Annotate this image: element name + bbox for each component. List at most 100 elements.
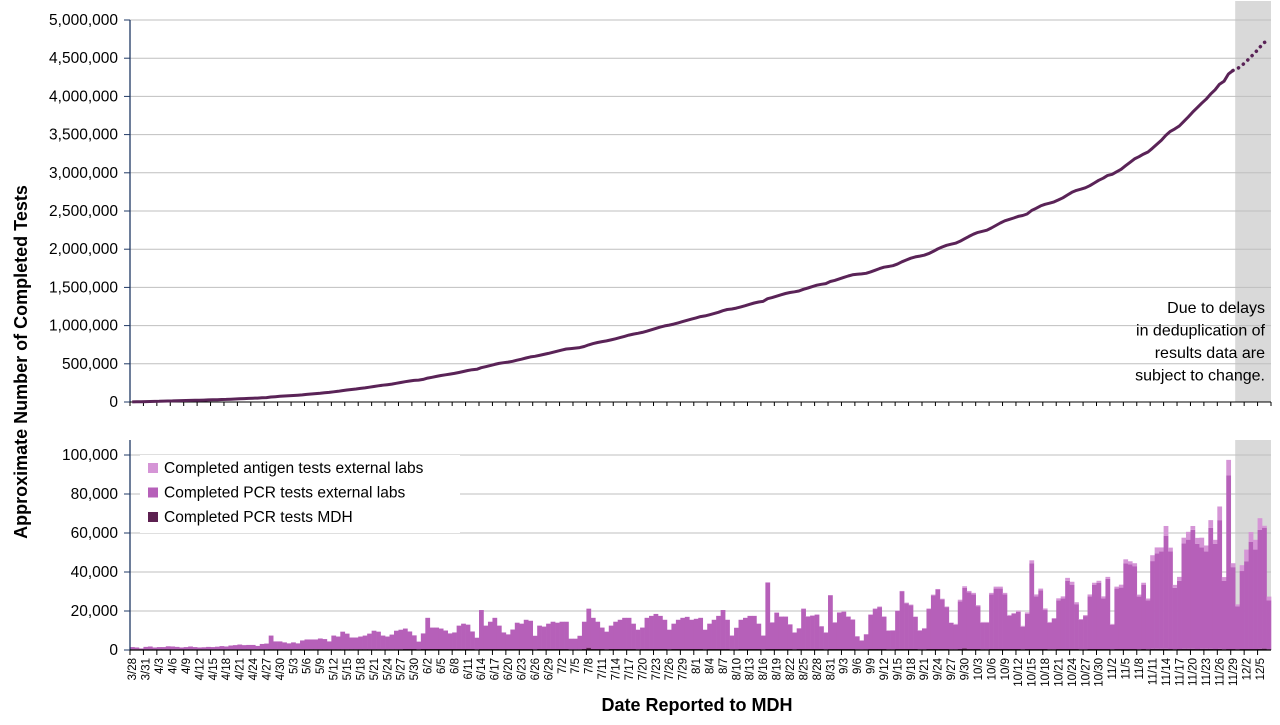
bar-completed-antigen-tests-external-labs [922,628,927,629]
x-tick-label: 10/12 [1013,658,1025,687]
y-tick-label: 1,500,000 [49,279,118,296]
bar-completed-pcr-tests-external-labs [130,647,135,649]
x-tick-label: 11/8 [1134,658,1146,680]
bar-completed-pcr-tests-external-labs [707,624,712,649]
bar-completed-antigen-tests-external-labs [953,624,958,625]
bar-completed-antigen-tests-external-labs [801,608,806,609]
bar-completed-pcr-tests-external-labs [739,620,744,649]
bar-completed-pcr-tests-external-labs [613,622,618,649]
bar-completed-pcr-tests-external-labs [202,647,207,649]
bar-completed-pcr-tests-external-labs [1164,536,1169,649]
bar-completed-antigen-tests-external-labs [1222,577,1227,581]
bar-completed-antigen-tests-external-labs [1177,577,1182,581]
bar-completed-pcr-tests-external-labs [994,589,999,649]
bar-completed-pcr-tests-external-labs [882,617,887,649]
bar-completed-antigen-tests-external-labs [1182,538,1187,544]
bar-completed-pcr-tests-external-labs [1025,614,1030,649]
y-tick-label: 500,000 [62,356,118,373]
bar-completed-antigen-tests-external-labs [868,614,873,615]
bar-completed-antigen-tests-external-labs [904,603,909,604]
bar-completed-pcr-tests-external-labs [1253,550,1258,649]
bar-completed-antigen-tests-external-labs [926,608,931,609]
x-tick-label: 6/8 [449,658,461,674]
bar-completed-pcr-tests-external-labs [752,616,757,649]
bar-completed-antigen-tests-external-labs [1114,587,1119,589]
bar-completed-pcr-tests-external-labs [918,631,923,650]
cumulative-tests-line-chart: 0500,0001,000,0001,500,0002,000,0002,500… [49,1,1271,411]
bar-completed-antigen-tests-external-labs [935,589,940,590]
bar-completed-antigen-tests-external-labs [1213,540,1218,544]
x-tick-label: 7/20 [637,658,649,680]
bar-completed-pcr-tests-external-labs [1074,604,1079,649]
x-tick-label: 9/12 [879,658,891,680]
bar-completed-pcr-tests-external-labs [228,646,233,650]
x-tick-label: 9/3 [839,658,851,674]
x-tick-label: 7/17 [624,658,636,680]
x-tick-label: 4/9 [181,658,193,674]
bar-completed-pcr-tests-external-labs [1128,564,1133,649]
x-tick-label: 9/6 [852,658,864,674]
bar-completed-antigen-tests-external-labs [1088,594,1093,596]
x-tick-label: 10/30 [1094,658,1106,687]
bar-completed-antigen-tests-external-labs [1267,597,1272,601]
x-tick-label: 10/27 [1080,658,1092,687]
bar-completed-antigen-tests-external-labs [1011,613,1016,614]
x-tick-label: 8/1 [691,658,703,674]
bar-completed-antigen-tests-external-labs [837,612,842,613]
bar-completed-pcr-tests-external-labs [730,636,735,650]
bar-completed-pcr-tests-external-labs [1070,585,1075,649]
bar-completed-antigen-tests-external-labs [1208,520,1213,528]
bar-completed-pcr-tests-external-labs [264,644,269,650]
bar-completed-pcr-tests-external-labs [1141,585,1146,649]
bar-completed-pcr-tests-external-labs [278,641,283,649]
x-tick-label: 4/18 [221,658,233,680]
bar-completed-pcr-tests-external-labs [1226,475,1231,649]
bar-completed-antigen-tests-external-labs [1150,555,1155,561]
bar-completed-pcr-tests-external-labs [152,647,157,649]
x-tick-label: 5/9 [315,658,327,674]
bar-completed-antigen-tests-external-labs [1132,563,1137,566]
bar-completed-pcr-tests-external-labs [895,611,900,649]
bar-completed-pcr-tests-external-labs [846,617,851,649]
bar-completed-pcr-tests-external-labs [457,626,462,649]
bar-completed-pcr-tests-external-labs [815,615,820,649]
bar-completed-pcr-tests-external-labs [1038,591,1043,650]
bar-completed-pcr-tests-external-labs [242,645,247,649]
bar-completed-antigen-tests-external-labs [1128,561,1133,564]
x-tick-label: 4/27 [261,658,273,680]
x-tick-label: 7/26 [664,658,676,680]
bar-completed-pcr-tests-external-labs [600,628,605,649]
bar-completed-antigen-tests-external-labs [1056,598,1061,600]
bar-completed-pcr-tests-external-labs [1240,571,1245,649]
bar-completed-antigen-tests-external-labs [994,587,999,589]
bar-completed-pcr-tests-external-labs [649,616,654,649]
bar-completed-pcr-tests-external-labs [618,620,623,649]
bar-completed-pcr-tests-external-labs [1101,598,1106,649]
bar-completed-pcr-tests-external-labs [1190,530,1195,649]
x-tick-label: 5/24 [382,657,394,680]
bar-completed-pcr-tests-external-labs [367,634,372,650]
bar-completed-pcr-tests-external-labs [1186,540,1191,649]
bar-completed-pcr-tests-external-labs [483,626,488,649]
bar-completed-pcr-tests-external-labs [1092,585,1097,649]
x-tick-label: 8/22 [785,658,797,680]
bar-completed-antigen-tests-external-labs [1244,550,1249,562]
x-tick-label: 10/18 [1040,658,1052,687]
bar-completed-pcr-tests-external-labs [475,638,480,650]
bar-completed-pcr-tests-external-labs [1047,623,1052,649]
bar-completed-pcr-tests-external-labs [345,634,350,650]
bar-completed-pcr-tests-external-labs [609,626,614,649]
bar-completed-antigen-tests-external-labs [1190,526,1195,530]
bar-completed-pcr-tests-external-labs [734,628,739,649]
x-tick-label: 8/7 [718,658,730,674]
bar-completed-antigen-tests-external-labs [873,608,878,609]
bar-completed-pcr-tests-external-labs [246,645,251,649]
bar-completed-pcr-tests-external-labs [237,645,242,650]
bar-completed-pcr-tests-external-labs [398,630,403,650]
bar-completed-pcr-tests-external-labs [430,628,435,649]
bar-completed-pcr-tests-external-labs [170,646,175,649]
bar-completed-pcr-tests-external-labs [296,643,301,649]
bar-completed-antigen-tests-external-labs [783,616,788,617]
bar-completed-antigen-tests-external-labs [1003,593,1008,595]
bar-completed-antigen-tests-external-labs [940,599,945,600]
